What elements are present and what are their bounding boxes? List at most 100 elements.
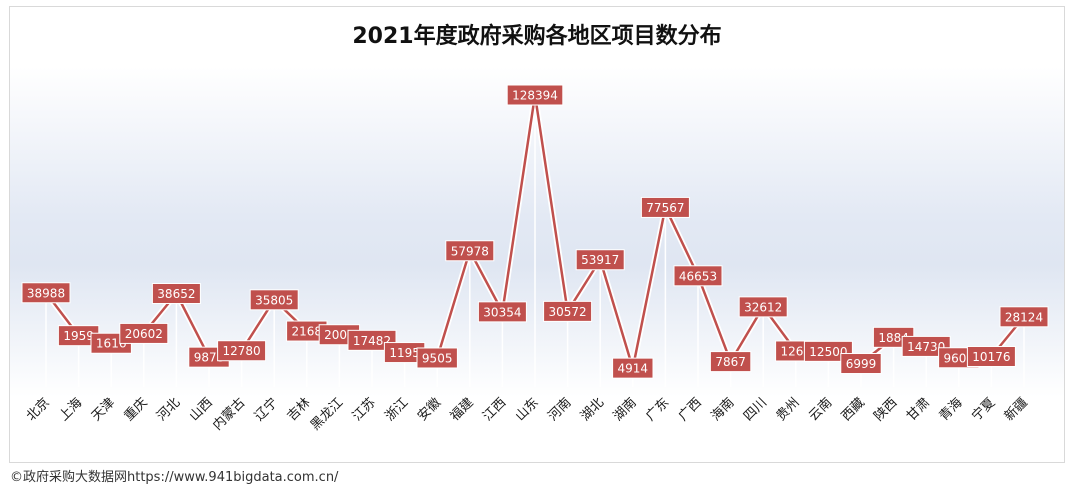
data-label-text: 9606 [944,351,975,365]
data-label-text: 14730 [907,340,945,354]
data-label-box [575,249,625,271]
x-tick-label: 江西 [480,395,509,424]
data-label-box [738,296,788,318]
data-label-text: 2168 [292,325,323,339]
data-label-text: 30354 [483,305,521,319]
data-label: 4914 [612,357,654,379]
data-label-text: 10176 [972,350,1010,364]
data-label-text: 46653 [679,269,717,283]
data-label-text: 53917 [581,253,619,267]
x-tick-label: 山西 [187,395,216,424]
x-tick-label: 山东 [513,395,542,424]
x-tick-label: 海南 [708,395,738,425]
chart-area: 2021年度政府采购各地区项目数分布 38988 1959 1616 20602 386… [9,6,1065,463]
data-label: 12780 [217,340,267,362]
data-label-text: 9878 [194,351,225,365]
x-tick-label: 内蒙古 [210,395,249,434]
data-label-box [640,196,690,218]
x-tick-label: 天津 [89,395,118,424]
data-label: 77567 [640,196,690,218]
data-label: 30572 [543,300,593,322]
x-tick-label: 宁夏 [969,395,999,425]
x-tick-label: 重庆 [121,395,151,425]
data-label-text: 12780 [223,344,261,358]
data-label-text: 1616 [96,337,127,351]
data-label-text: 77567 [646,201,684,215]
data-label-text: 38988 [27,286,65,300]
x-tick-label: 西藏 [839,395,868,424]
data-label: 35805 [249,289,299,311]
data-label-text: 6999 [846,357,877,371]
x-tick-label: 陕西 [871,395,900,424]
x-tick-label: 江苏 [349,395,379,425]
x-tick-label: 广东 [643,395,672,424]
data-label-text: 1959 [63,329,94,343]
x-tick-label: 贵州 [774,395,803,424]
x-tick-label: 新疆 [1001,395,1031,425]
data-label: 6999 [840,353,882,375]
x-tick-label: 河北 [154,395,183,424]
data-label: 128394 [506,84,564,106]
data-label-box [673,265,723,287]
x-tick-label: 湖南 [610,395,640,425]
data-label: 1195 [383,342,426,364]
x-tick-label: 四川 [741,395,770,424]
chart-title: 2021年度政府采购各地区项目数分布 [352,23,721,49]
data-label-text: 7867 [715,355,746,369]
data-label-box [543,300,593,322]
x-tick-label: 辽宁 [251,395,281,425]
data-label: 7867 [709,351,752,373]
data-label-text: 1884 [878,331,909,345]
data-label-box [217,340,267,362]
data-label-text: 17482 [353,334,391,348]
data-label: 9505 [416,347,458,369]
x-tick-label: 浙江 [382,395,411,424]
data-label-box [477,301,527,323]
data-label-box [966,345,1016,367]
data-label-text: 28124 [1005,310,1043,324]
data-label-text: 1195 [389,346,420,360]
x-tick-label: 北京 [24,395,53,424]
data-label: 1959 [57,325,100,347]
data-label: 10176 [966,345,1016,367]
source-note: ©政府采购大数据网https://www.941bigdata.com.cn/ [10,470,339,485]
data-label: 28124 [999,306,1049,328]
data-label: 30354 [477,301,527,323]
x-tick-label: 上海 [56,395,85,424]
data-label-box [119,322,169,344]
data-label-box [416,347,458,369]
data-label: 38988 [21,282,71,304]
data-label-text: 20602 [125,327,163,341]
x-tick-label: 河南 [545,395,575,425]
data-label-text: 57978 [451,244,489,258]
data-label: 38652 [151,283,201,305]
data-label: 2168 [286,320,328,342]
data-label-text: 128394 [512,89,558,103]
data-label-box [151,283,201,305]
data-label-text: 1267 [781,344,812,358]
data-label-text: 12500 [809,345,847,359]
data-label-text: 32612 [744,300,782,314]
data-label-box [249,289,299,311]
data-label-box [840,353,882,375]
data-label-box [21,282,71,304]
x-tick-label: 甘肃 [904,395,933,424]
data-label-text: 4914 [618,362,649,376]
x-tick-label: 吉林 [285,395,314,424]
data-label-box [506,84,564,106]
data-label: 32612 [738,296,788,318]
x-tick-label: 青海 [937,395,966,424]
x-tick-label: 安徽 [415,395,444,424]
data-label: 46653 [673,265,723,287]
data-label: 53917 [575,249,625,271]
data-label: 57978 [445,240,495,262]
data-label: 20602 [119,322,169,344]
x-tick-label: 黑龙江 [308,395,346,433]
data-label-text: 35805 [255,293,293,307]
data-label-text: 2001 [324,328,355,342]
x-tick-label: 广西 [676,395,705,424]
data-label-box [709,351,752,373]
